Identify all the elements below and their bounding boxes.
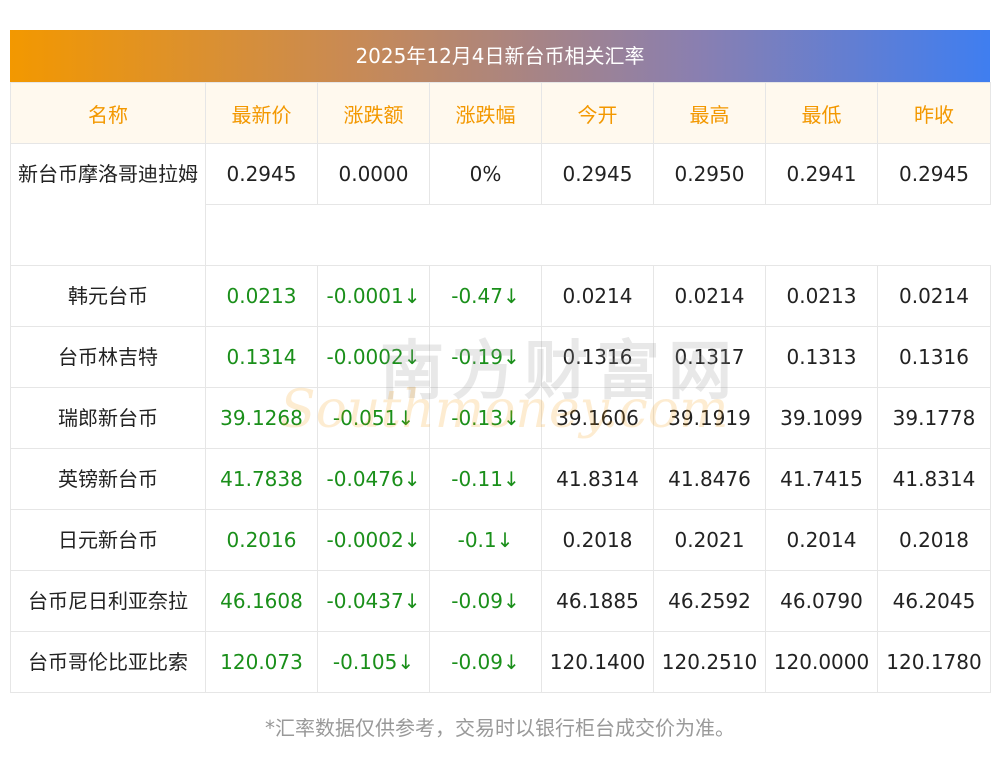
row-latest: 120.073	[205, 631, 318, 693]
row-latest: 39.1268	[205, 387, 318, 449]
row-prev-close: 39.1778	[877, 387, 991, 449]
row-open: 120.1400	[541, 631, 654, 693]
header-low: 最低	[765, 82, 878, 144]
row-change-pct: -0.19↓	[429, 326, 542, 388]
header-high: 最高	[653, 82, 766, 144]
row-open: 0.2018	[541, 509, 654, 571]
row-open: 0.0214	[541, 265, 654, 327]
row-change-pct: 0%	[429, 143, 542, 205]
row-change-pct: -0.09↓	[429, 570, 542, 632]
table-row: 瑞郎新台币 39.1268 -0.051↓ -0.13↓ 39.1606 39.…	[10, 387, 991, 449]
row-latest: 0.2016	[205, 509, 318, 571]
row-change: 0.0000	[317, 143, 430, 205]
row-filler	[205, 204, 991, 266]
row-low: 46.0790	[765, 570, 878, 632]
row-change: -0.051↓	[317, 387, 430, 449]
row-latest: 0.2945	[205, 143, 318, 205]
row-change-pct: -0.47↓	[429, 265, 542, 327]
row-prev-close: 0.1316	[877, 326, 991, 388]
header-open: 今开	[541, 82, 654, 144]
table-row-continuation	[11, 204, 991, 266]
table-row: 日元新台币 0.2016 -0.0002↓ -0.1↓ 0.2018 0.202…	[10, 509, 991, 571]
row-prev-close: 46.2045	[877, 570, 991, 632]
row-high: 0.2950	[653, 143, 766, 205]
footnote: *汇率数据仅供参考，交易时以银行柜台成交价为准。	[265, 716, 735, 740]
row-change-pct: -0.09↓	[429, 631, 542, 693]
row-change: -0.0476↓	[317, 448, 430, 510]
row-open: 41.8314	[541, 448, 654, 510]
row-low: 0.0213	[765, 265, 878, 327]
row-high: 46.2592	[653, 570, 766, 632]
row-open: 0.1316	[541, 326, 654, 388]
row-latest: 41.7838	[205, 448, 318, 510]
row-latest: 0.1314	[205, 326, 318, 388]
row-name: 台币哥伦比亚比索	[10, 631, 206, 693]
table-row: 英镑新台币 41.7838 -0.0476↓ -0.11↓ 41.8314 41…	[10, 448, 991, 510]
row-latest: 46.1608	[205, 570, 318, 632]
row-low: 0.1313	[765, 326, 878, 388]
row-high: 39.1919	[653, 387, 766, 449]
header-latest: 最新价	[205, 82, 318, 144]
row-change: -0.0437↓	[317, 570, 430, 632]
row-high: 41.8476	[653, 448, 766, 510]
header-row: 名称 最新价 涨跌额 涨跌幅 今开 最高 最低 昨收	[10, 82, 991, 144]
row-high: 0.2021	[653, 509, 766, 571]
row-change: -0.105↓	[317, 631, 430, 693]
row-change-pct: -0.1↓	[429, 509, 542, 571]
row-open: 46.1885	[541, 570, 654, 632]
row-low: 120.0000	[765, 631, 878, 693]
rates-panel: 2025年12月4日新台币相关汇率 名称 最新价 涨跌额 涨跌幅 今开 最高 最…	[10, 30, 991, 693]
row-name: 新台币摩洛哥迪拉姆	[10, 143, 206, 266]
row-high: 0.0214	[653, 265, 766, 327]
table-row: 台币尼日利亚奈拉 46.1608 -0.0437↓ -0.09↓ 46.1885…	[10, 570, 991, 632]
table-title: 2025年12月4日新台币相关汇率	[10, 30, 990, 82]
row-name: 台币尼日利亚奈拉	[10, 570, 206, 632]
row-prev-close: 41.8314	[877, 448, 991, 510]
row-low: 0.2014	[765, 509, 878, 571]
row-prev-close: 120.1780	[877, 631, 991, 693]
header-change-pct: 涨跌幅	[429, 82, 542, 144]
table-row: 韩元台币 0.0213 -0.0001↓ -0.47↓ 0.0214 0.021…	[10, 265, 991, 327]
row-prev-close: 0.2018	[877, 509, 991, 571]
row-low: 41.7415	[765, 448, 878, 510]
rates-table: 名称 最新价 涨跌额 涨跌幅 今开 最高 最低 昨收 新台币摩洛哥迪拉姆 0.2…	[10, 82, 991, 693]
row-high: 120.2510	[653, 631, 766, 693]
table-row: 台币哥伦比亚比索 120.073 -0.105↓ -0.09↓ 120.1400…	[10, 631, 991, 693]
row-change-pct: -0.13↓	[429, 387, 542, 449]
row-change: -0.0002↓	[317, 509, 430, 571]
header-change: 涨跌额	[317, 82, 430, 144]
row-name: 英镑新台币	[10, 448, 206, 510]
row-prev-close: 0.2945	[877, 143, 991, 205]
row-change-pct: -0.11↓	[429, 448, 542, 510]
header-name: 名称	[10, 82, 206, 144]
row-low: 39.1099	[765, 387, 878, 449]
row-prev-close: 0.0214	[877, 265, 991, 327]
header-prev-close: 昨收	[877, 82, 991, 144]
row-high: 0.1317	[653, 326, 766, 388]
row-name: 瑞郎新台币	[10, 387, 206, 449]
row-name: 韩元台币	[10, 265, 206, 327]
row-name: 台币林吉特	[10, 326, 206, 388]
row-open: 39.1606	[541, 387, 654, 449]
row-name: 日元新台币	[10, 509, 206, 571]
row-change: -0.0002↓	[317, 326, 430, 388]
row-low: 0.2941	[765, 143, 878, 205]
table-row: 台币林吉特 0.1314 -0.0002↓ -0.19↓ 0.1316 0.13…	[10, 326, 991, 388]
row-latest: 0.0213	[205, 265, 318, 327]
table-row: 新台币摩洛哥迪拉姆 0.2945 0.0000 0% 0.2945 0.2950…	[10, 143, 991, 266]
row-change: -0.0001↓	[317, 265, 430, 327]
row-open: 0.2945	[541, 143, 654, 205]
